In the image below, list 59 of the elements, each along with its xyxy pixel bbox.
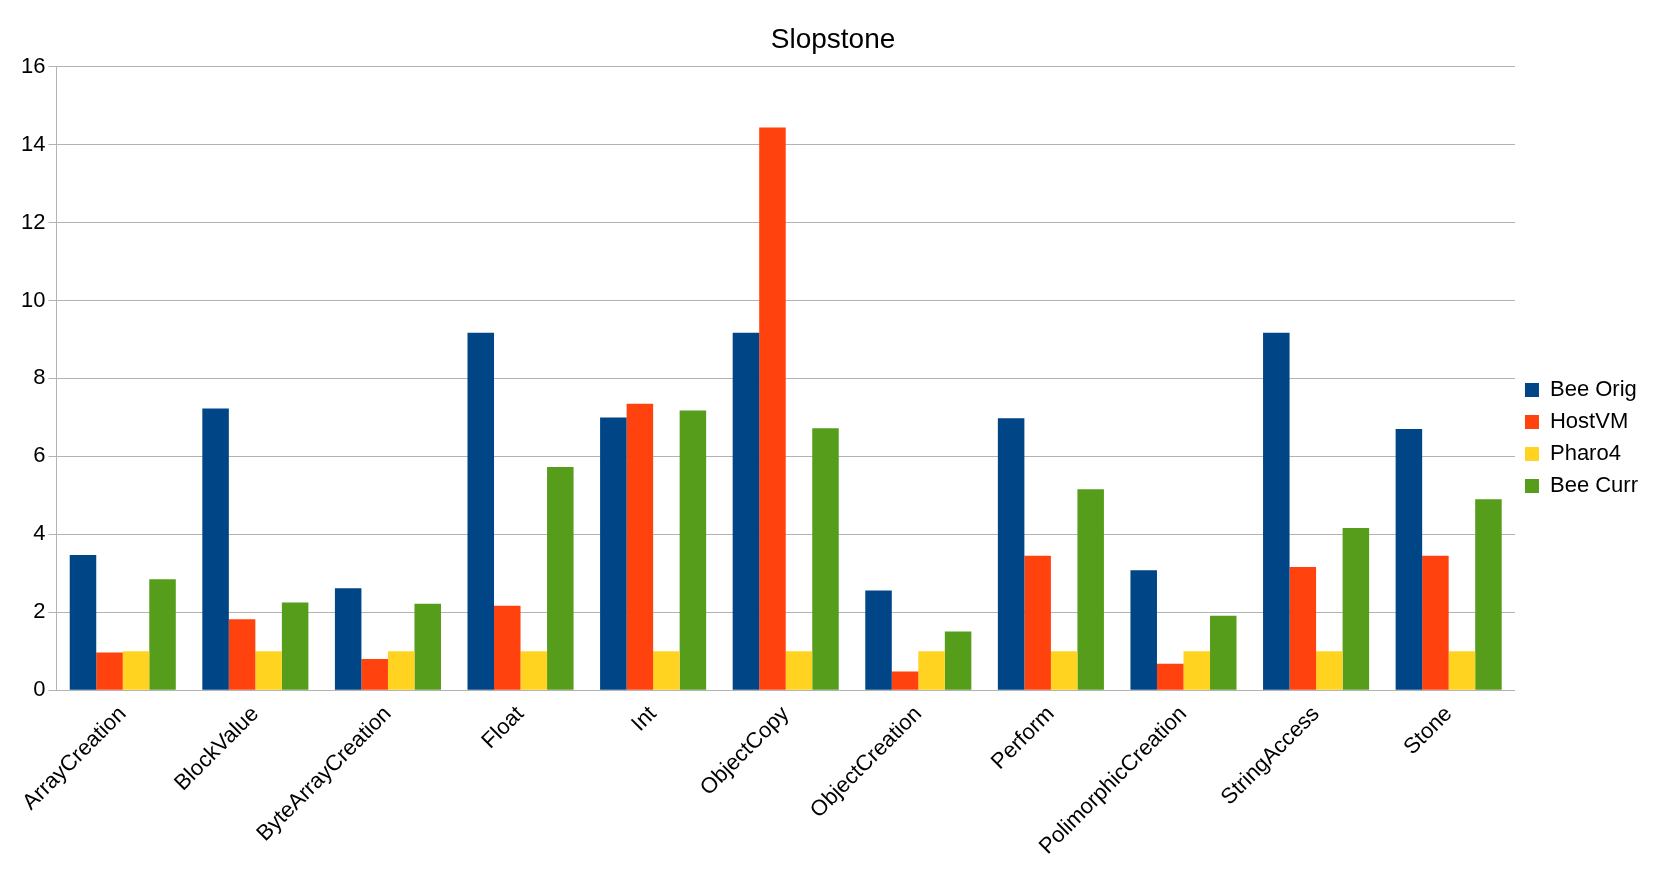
y-tick-label: 0 bbox=[33, 676, 46, 702]
bar bbox=[1077, 489, 1104, 690]
bar bbox=[1475, 499, 1502, 690]
bar bbox=[944, 631, 972, 690]
y-tick-label: 4 bbox=[33, 520, 46, 546]
bar bbox=[1342, 528, 1370, 690]
y-tick-label: 2 bbox=[33, 598, 46, 624]
bar bbox=[626, 403, 654, 690]
y-tick-label: 16 bbox=[20, 52, 46, 78]
bar bbox=[281, 602, 309, 690]
bar bbox=[732, 332, 760, 690]
bar bbox=[891, 671, 919, 690]
y-tick-label: 14 bbox=[20, 130, 46, 156]
bar bbox=[149, 579, 176, 690]
bar bbox=[467, 332, 495, 690]
bar bbox=[1289, 567, 1317, 690]
bar bbox=[361, 659, 388, 690]
y-tick-label: 6 bbox=[33, 442, 46, 468]
bar bbox=[1050, 651, 1078, 690]
bar bbox=[520, 651, 548, 690]
bar bbox=[1395, 429, 1423, 690]
bar bbox=[600, 417, 627, 690]
bar bbox=[1263, 332, 1290, 690]
bar bbox=[865, 590, 892, 690]
bar bbox=[122, 651, 150, 690]
y-tick-label: 8 bbox=[33, 364, 46, 390]
bar bbox=[1448, 651, 1476, 690]
bar bbox=[785, 651, 813, 690]
bar bbox=[812, 428, 839, 690]
bar bbox=[1156, 663, 1184, 690]
y-tick-label: 12 bbox=[20, 208, 46, 234]
legend-label: Pharo4 bbox=[1549, 440, 1621, 466]
bar bbox=[414, 603, 441, 690]
bar bbox=[387, 651, 415, 690]
bar bbox=[679, 410, 707, 690]
bar bbox=[547, 466, 574, 690]
bar bbox=[1130, 570, 1157, 690]
bar bbox=[997, 418, 1025, 690]
bar bbox=[1210, 615, 1237, 690]
bar bbox=[1183, 651, 1211, 690]
bar bbox=[69, 555, 97, 690]
bar bbox=[494, 605, 521, 690]
bar bbox=[228, 619, 256, 690]
y-tick-label: 10 bbox=[20, 286, 46, 312]
chart-title: Slopstone bbox=[770, 22, 896, 54]
bar bbox=[1024, 555, 1051, 690]
bar bbox=[759, 127, 786, 690]
bar bbox=[255, 651, 282, 690]
bar bbox=[918, 651, 945, 690]
bar bbox=[334, 588, 362, 690]
bar bbox=[202, 408, 229, 690]
bar bbox=[653, 651, 680, 690]
legend-label: HostVM bbox=[1549, 408, 1629, 434]
bar bbox=[96, 652, 123, 690]
bar bbox=[1422, 555, 1449, 690]
legend-label: Bee Curr bbox=[1549, 472, 1639, 498]
legend-label: Bee Orig bbox=[1549, 376, 1637, 402]
x-tick-label: Int bbox=[625, 700, 661, 736]
bar bbox=[1316, 651, 1343, 690]
